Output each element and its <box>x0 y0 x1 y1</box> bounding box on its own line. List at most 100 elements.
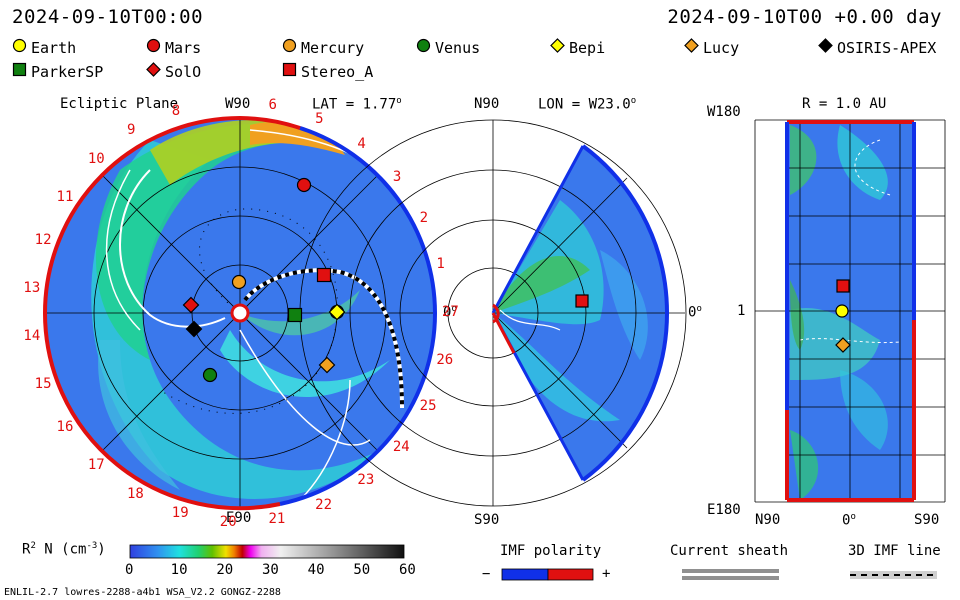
ecliptic-plane-panel <box>42 116 438 511</box>
legend-item-stereo-a: Stereo_A <box>282 62 373 81</box>
ecliptic-tick-14: 14 <box>23 328 41 345</box>
radial-r-label: R = 1.0 AU <box>802 96 887 112</box>
legend-label: Stereo_A <box>301 62 374 81</box>
legend-label: OSIRIS-APEX <box>837 38 937 57</box>
radial-marker-earth <box>835 304 849 318</box>
colorbar-tick-0: 0 <box>125 562 134 578</box>
colorbar-tick-10: 10 <box>170 562 188 578</box>
ecliptic-tick-11: 11 <box>56 188 74 205</box>
legend-item-venus: Venus <box>416 38 480 57</box>
circle-marker-icon <box>146 38 161 57</box>
ecliptic-tick-19: 19 <box>171 505 189 522</box>
legend-label: Lucy <box>703 38 740 57</box>
current-sheath-line-1 <box>682 569 779 573</box>
marker-bepi <box>328 303 346 321</box>
ecliptic-tick-9: 9 <box>127 122 136 139</box>
ecliptic-tick-23: 23 <box>357 472 375 489</box>
ecliptic-tick-10: 10 <box>87 151 105 168</box>
imf-line-title: 3D IMF line <box>848 543 941 559</box>
meridional-right-label: 0o <box>688 304 702 321</box>
radial-bottom-left: E180 <box>707 502 741 518</box>
radial-marker-stereo-a <box>836 279 850 293</box>
colorbar-tick-50: 50 <box>353 562 371 578</box>
diamond-marker-icon <box>818 38 833 57</box>
imf-polarity-title: IMF polarity <box>500 543 602 559</box>
ecliptic-lat: LAT = 1.77o <box>312 96 402 113</box>
ecliptic-tick-1: 1 <box>436 255 445 272</box>
imf-negative-bar <box>501 568 549 581</box>
marker-mercury <box>231 274 247 290</box>
meridional-top-label: N90 <box>474 96 500 112</box>
legend-item-earth: Earth <box>12 38 76 57</box>
colorbar-tick-30: 30 <box>262 562 279 578</box>
ecliptic-tick-18: 18 <box>127 485 144 502</box>
marker-mars <box>296 177 312 193</box>
radial-bottom-0: 0o <box>842 512 856 529</box>
legend-label: ParkerSP <box>31 62 104 81</box>
ecliptic-tick-25: 25 <box>419 398 437 415</box>
legend-item-solo: SolO <box>146 62 201 81</box>
marker-parkersp <box>287 307 303 323</box>
radial-panel <box>754 119 946 503</box>
ecliptic-tick-22: 22 <box>315 496 333 513</box>
legend-label: Mercury <box>301 38 365 57</box>
colorbar-tick-20: 20 <box>216 562 234 578</box>
time-label-left: 2024-09-10T00:00 <box>12 6 204 28</box>
radial-mid-left: 1 <box>737 303 746 319</box>
current-sheath-line-2 <box>682 576 779 580</box>
ecliptic-tick-16: 16 <box>56 419 74 436</box>
colorbar-label: R2 N (cm-3) <box>22 541 106 558</box>
ecliptic-tick-13: 13 <box>23 279 41 296</box>
ecliptic-tick-27: 27 <box>442 304 459 320</box>
object-markers <box>182 177 851 383</box>
diamond-marker-icon <box>684 38 699 57</box>
diamond-marker-icon <box>550 38 565 57</box>
radial-top-left: W180 <box>707 104 741 120</box>
ecliptic-title: Ecliptic Plane <box>60 96 179 112</box>
imf-plus-label: + <box>602 566 611 582</box>
circle-marker-icon <box>12 38 27 57</box>
circle-marker-icon <box>282 38 297 57</box>
ecliptic-tick-21: 21 <box>268 510 286 527</box>
imf-minus-label: − <box>482 566 491 582</box>
legend-label: Mars <box>165 38 202 57</box>
ecliptic-tick-26: 26 <box>436 352 454 369</box>
ecliptic-tick-17: 17 <box>87 456 105 473</box>
imf-positive-bar <box>547 568 594 581</box>
time-label-right: 2024-09-10T00 +0.00 day <box>667 6 942 28</box>
ecliptic-tick-20: 20 <box>219 513 237 530</box>
legend-item-mars: Mars <box>146 38 201 57</box>
legend-label: Bepi <box>569 38 606 57</box>
meridional-panel <box>299 119 687 507</box>
meridional-bottom-label: S90 <box>474 512 500 528</box>
meridional-marker-stereo-a <box>575 294 589 308</box>
diamond-marker-icon <box>146 62 161 81</box>
imf-line-bg <box>850 571 937 579</box>
ecliptic-tick-4: 4 <box>357 135 366 152</box>
colorbar-tick-40: 40 <box>307 562 325 578</box>
ecliptic-tick-12: 12 <box>34 232 52 249</box>
ecliptic-right-label: 0o <box>443 304 457 321</box>
marker-osiris-apex <box>185 320 203 338</box>
legend-item-mercury: Mercury <box>282 38 364 57</box>
radial-marker-lucy <box>835 337 851 353</box>
square-marker-icon <box>282 62 297 81</box>
legend-item-lucy: Lucy <box>684 38 739 57</box>
ecliptic-tick-3: 3 <box>392 169 402 185</box>
marker-stereo-a <box>316 267 332 283</box>
square-marker-icon <box>12 62 27 81</box>
marker-solo <box>182 296 200 314</box>
ecliptic-tick-8: 8 <box>171 102 181 119</box>
radial-bottom-n90: N90 <box>755 512 781 528</box>
ecliptic-tick-2: 2 <box>419 209 429 226</box>
marker-venus <box>202 367 218 383</box>
ecliptic-tick-15: 15 <box>34 375 52 392</box>
ecliptic-tick-5: 5 <box>315 111 324 128</box>
legend-label: Venus <box>435 38 481 57</box>
ecliptic-top-label: W90 <box>225 96 251 112</box>
circle-marker-icon <box>416 38 431 57</box>
ecliptic-tick-6: 6 <box>268 97 277 114</box>
legend-label: Earth <box>31 38 77 57</box>
